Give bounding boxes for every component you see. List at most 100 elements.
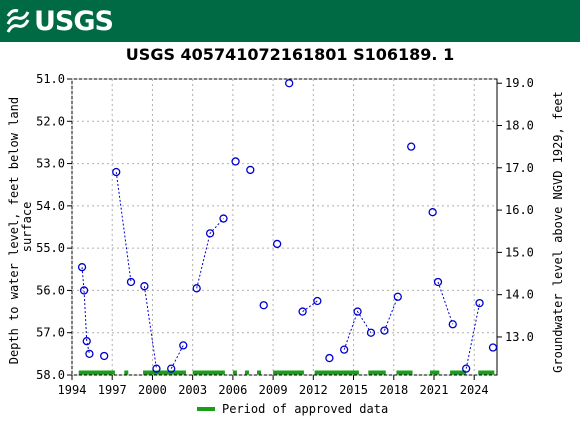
approved-period-bar: [273, 370, 304, 375]
groundwater-chart: USGS 405741072161801 S106189. 1 1994 1997…: [7, 45, 565, 416]
usgs-wave-icon: [6, 9, 30, 33]
approved-period-bar: [257, 370, 262, 375]
data-point: [433, 277, 443, 287]
data-point: [475, 298, 484, 308]
data-point: [126, 277, 136, 287]
series-line-segment: [143, 286, 157, 369]
x-tick-label: 2018: [379, 383, 408, 397]
data-point: [325, 353, 334, 363]
usgs-logo-text: USGS: [34, 5, 114, 37]
approved-period-bar: [396, 370, 413, 375]
y-right-tick-label: 18.0: [505, 119, 534, 133]
x-tick-label: 2012: [299, 383, 328, 397]
y-left-tick-label: 55.0: [36, 241, 65, 255]
approved-period-bar: [450, 370, 467, 375]
data-point: [77, 263, 87, 272]
data-point: [340, 345, 349, 354]
approved-period-bar: [478, 370, 495, 375]
y-axis-left-label: Depth to water level, feet below land su…: [7, 90, 34, 365]
data-point: [488, 343, 498, 352]
usgs-logo[interactable]: USGS: [6, 4, 114, 38]
y-axis-left-label-line-2: surface: [20, 202, 34, 253]
series-line-segment: [302, 300, 318, 312]
approved-period-bar: [143, 370, 186, 375]
x-tick-label: 2021: [420, 383, 449, 397]
data-point: [366, 328, 376, 337]
approved-period-bar: [429, 370, 440, 375]
approved-period-bar: [124, 370, 129, 375]
data-point: [79, 286, 89, 295]
approved-periods: [78, 370, 495, 375]
series-line-segment: [115, 171, 132, 283]
y-right-tick-label: 17.0: [505, 161, 534, 175]
y-left-tick-label: 57.0: [36, 326, 65, 340]
data-point: [100, 351, 109, 361]
y-right-tick-label: 19.0: [505, 76, 534, 90]
y-right-tick-label: 14.0: [505, 288, 534, 302]
series-line-segment: [465, 303, 481, 369]
y-right-tick-label: 13.0: [505, 330, 534, 344]
y-left-tick-label: 52.0: [36, 114, 65, 128]
y-left-tick-label: 54.0: [36, 199, 65, 213]
data-point: [259, 301, 268, 310]
approved-period-bar: [244, 370, 249, 375]
data-point: [140, 282, 149, 291]
x-tick-label: 2000: [138, 383, 167, 397]
data-point: [393, 292, 402, 301]
y-axis-left-label-line-1: Depth to water level, feet below land: [7, 97, 21, 364]
data-point: [380, 326, 389, 335]
x-tick-label: 2024: [460, 383, 489, 397]
x-tick-label: 2006: [218, 383, 247, 397]
y-left-tick-label: 51.0: [36, 72, 65, 86]
data-point: [82, 337, 91, 346]
data-point: [407, 142, 416, 151]
x-tick-label: 2003: [178, 383, 207, 397]
data-point: [353, 307, 362, 316]
x-tick-label: 1997: [98, 383, 127, 397]
y-axis-left: 51.0 52.0 53.0 54.0 55.0 56.0 57.0 58.0: [36, 72, 72, 382]
data-point: [192, 284, 201, 293]
plot-area: [71, 78, 498, 376]
data-point: [112, 167, 121, 177]
data-point: [219, 214, 228, 223]
data-point: [462, 364, 471, 373]
y-left-tick-label: 58.0: [36, 368, 65, 382]
series-line-segment: [343, 310, 372, 350]
x-tick-label: 2015: [339, 383, 368, 397]
approved-period-bar: [314, 370, 359, 375]
data-point: [448, 320, 457, 329]
legend: Period of approved data: [197, 402, 388, 416]
approved-period-bar: [232, 370, 237, 375]
approved-period-bar: [368, 370, 386, 375]
data-point: [246, 165, 255, 175]
series-line-segment: [437, 281, 454, 325]
y-right-tick-label: 15.0: [505, 245, 534, 259]
y-axis-right: 19.0 18.0 17.0 16.0 15.0 14.0 13.0: [497, 76, 534, 344]
legend-label: Period of approved data: [222, 402, 388, 416]
approved-period-bar: [192, 370, 225, 375]
data-point: [231, 157, 240, 166]
series-line-segment: [81, 267, 90, 354]
data-point: [428, 208, 437, 217]
x-axis: 1994 1997 2000 2003 2006 2009 2012 2015 2018 2021…: [58, 375, 489, 397]
approved-period-bar: [78, 370, 115, 375]
series-lines: [81, 171, 481, 369]
y-left-tick-label: 56.0: [36, 283, 65, 297]
y-right-tick-label: 16.0: [505, 203, 534, 217]
chart-title: USGS 405741072161801 S106189. 1: [126, 45, 454, 64]
data-point: [285, 79, 294, 88]
data-point: [167, 364, 176, 373]
series-line-segment: [170, 345, 184, 369]
data-point: [152, 364, 161, 373]
data-point: [272, 239, 282, 249]
x-tick-label: 1994: [58, 383, 87, 397]
data-points: [77, 79, 498, 373]
data-point: [298, 307, 307, 316]
usgs-header-bar: USGS: [0, 0, 580, 42]
y-axis-right-label: Groundwater level above NGVD 1929, feet: [551, 91, 565, 373]
data-point: [205, 229, 215, 238]
data-point: [85, 349, 94, 359]
series-line-segment: [196, 218, 224, 289]
data-point: [179, 341, 188, 350]
grid-lines: [71, 78, 497, 376]
